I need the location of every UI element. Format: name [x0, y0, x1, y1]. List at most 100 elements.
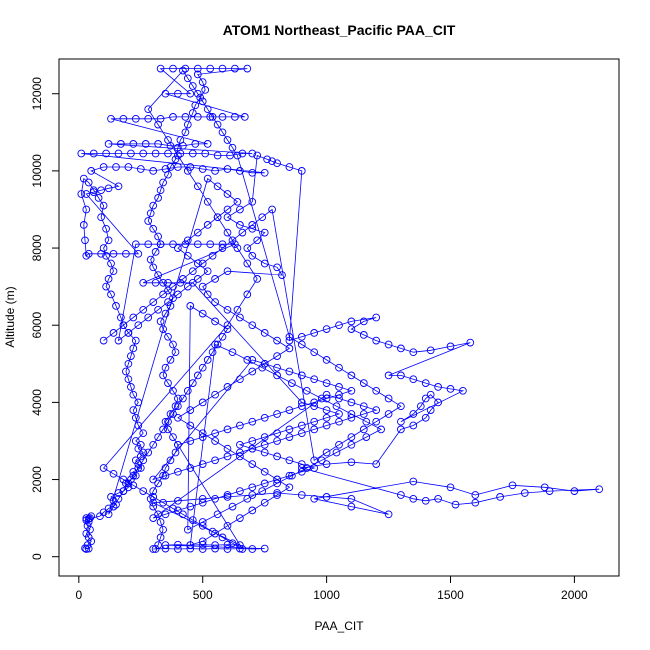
data-point — [347, 440, 356, 449]
data-point — [114, 489, 123, 497]
data-point — [174, 143, 182, 152]
data-point — [174, 545, 182, 553]
data-point — [174, 89, 182, 98]
data-point — [384, 340, 393, 349]
data-point — [129, 313, 138, 322]
data-point — [164, 417, 172, 426]
data-point — [302, 386, 311, 395]
data-point — [149, 487, 158, 495]
data-point — [236, 313, 244, 322]
data-point — [84, 515, 93, 523]
data-point — [198, 97, 207, 106]
data-point — [82, 205, 91, 214]
data-point — [186, 163, 195, 171]
data-point — [156, 186, 165, 195]
data-point — [119, 321, 128, 330]
data-point — [310, 398, 319, 407]
data-point — [285, 336, 294, 345]
data-point — [129, 481, 138, 490]
data-point — [285, 483, 294, 492]
data-point — [198, 429, 207, 438]
data-point — [117, 313, 125, 322]
data-point — [144, 217, 153, 225]
x-tick-label: 1000 — [313, 588, 340, 602]
data-point — [421, 496, 430, 505]
data-point — [156, 533, 165, 542]
data-point — [409, 348, 418, 357]
data-point — [243, 290, 252, 299]
data-point — [231, 113, 239, 121]
data-point — [206, 113, 215, 121]
data-point — [191, 101, 200, 110]
data-point — [193, 228, 202, 237]
data-point — [268, 205, 276, 214]
data-point — [253, 275, 262, 283]
data-point — [446, 483, 455, 492]
data-point — [206, 240, 215, 249]
data-point — [86, 514, 94, 522]
data-point — [297, 332, 306, 341]
data-point — [183, 386, 192, 395]
data-point — [248, 251, 257, 260]
data-point — [211, 529, 219, 538]
data-point — [297, 402, 306, 411]
data-point — [198, 165, 207, 173]
data-point — [193, 113, 202, 121]
data-point — [139, 487, 148, 495]
data-point — [193, 259, 202, 268]
data-point — [223, 452, 232, 461]
data-point — [82, 251, 91, 260]
data-point — [174, 163, 182, 171]
data-point — [166, 456, 175, 465]
data-point — [174, 496, 182, 505]
data-point — [223, 305, 232, 314]
data-point — [154, 232, 162, 241]
data-point — [174, 244, 182, 252]
data-point — [186, 302, 195, 310]
data-point — [260, 168, 269, 177]
data-point — [124, 359, 133, 368]
data-point — [164, 149, 172, 158]
y-tick-label: 12000 — [30, 77, 44, 111]
data-point — [397, 371, 405, 380]
data-point — [258, 363, 267, 372]
plot-frame — [58, 58, 620, 577]
data-point — [332, 402, 341, 411]
data-point — [268, 157, 276, 166]
data-point — [248, 367, 257, 376]
data-point — [310, 417, 319, 426]
data-point — [310, 464, 319, 472]
data-point — [129, 390, 138, 399]
data-point — [223, 165, 232, 173]
data-point — [131, 456, 140, 465]
data-point — [213, 213, 222, 222]
data-point — [109, 502, 118, 511]
data-point — [384, 410, 393, 418]
data-point — [161, 544, 170, 553]
data-point — [179, 510, 187, 519]
data-point — [347, 371, 356, 380]
data-point — [169, 340, 177, 349]
data-point — [183, 251, 192, 260]
data-point — [223, 491, 232, 499]
data-point — [258, 213, 267, 222]
data-point — [169, 386, 177, 395]
data-point — [384, 371, 393, 380]
data-point — [81, 236, 89, 245]
data-point — [203, 356, 212, 364]
data-point — [297, 398, 306, 407]
data-point — [188, 109, 197, 117]
data-point — [322, 356, 331, 364]
data-point — [149, 298, 158, 306]
data-point — [218, 244, 227, 252]
data-point — [397, 425, 405, 434]
data-point — [248, 483, 257, 492]
data-point — [434, 383, 442, 391]
data-point — [97, 213, 105, 222]
data-point — [451, 500, 460, 509]
data-point — [260, 448, 269, 457]
data-point — [154, 271, 162, 279]
data-point — [302, 464, 311, 472]
data-point — [372, 313, 381, 322]
data-point — [136, 464, 145, 472]
